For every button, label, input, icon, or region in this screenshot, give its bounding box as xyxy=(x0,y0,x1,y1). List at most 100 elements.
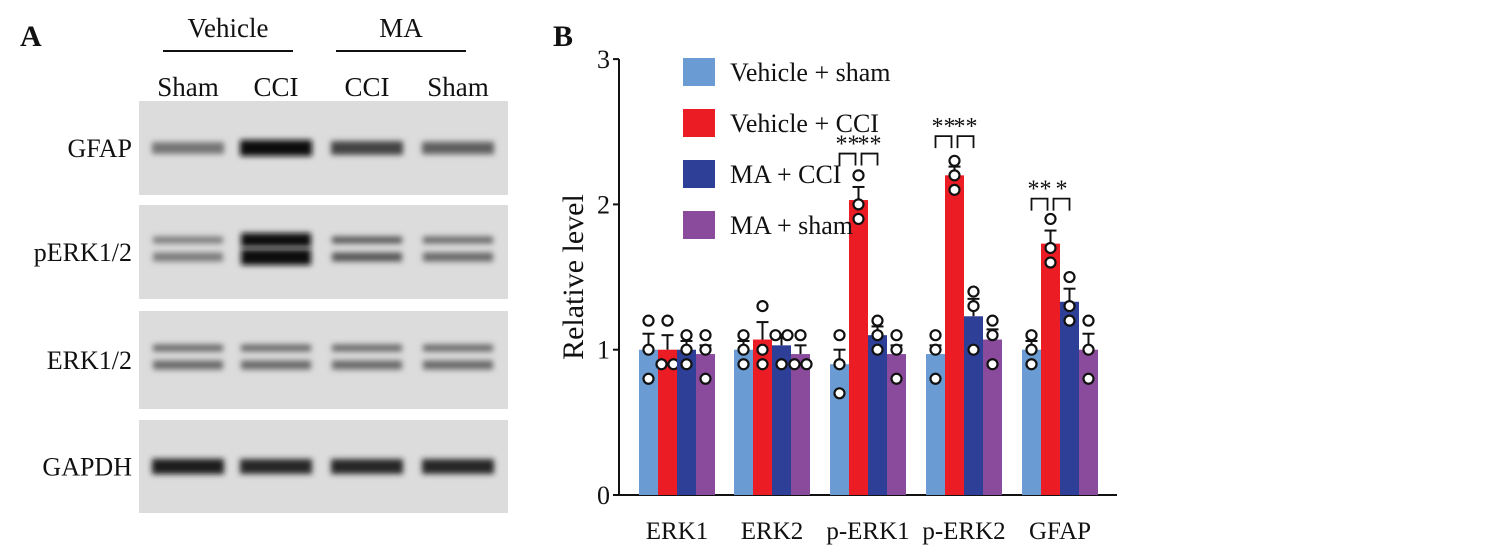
data-point xyxy=(737,358,750,371)
blot-band xyxy=(241,233,311,247)
bar xyxy=(1041,243,1060,495)
x-tick-label: GFAP xyxy=(1029,518,1091,545)
lane-label: CCI xyxy=(344,72,389,102)
data-point xyxy=(781,329,794,342)
bar xyxy=(639,349,658,495)
data-point xyxy=(890,343,903,356)
data-point xyxy=(680,358,693,371)
blot-band xyxy=(423,360,493,370)
y-tick-label: 2 xyxy=(597,190,610,219)
bar xyxy=(772,345,791,495)
data-point xyxy=(929,329,942,342)
data-point xyxy=(680,329,693,342)
data-point xyxy=(1063,270,1076,284)
blot-band xyxy=(423,236,493,244)
data-point xyxy=(1025,343,1038,356)
data-point xyxy=(986,329,999,342)
data-point xyxy=(890,329,903,342)
data-point xyxy=(967,300,980,313)
data-point xyxy=(833,329,846,342)
western-blot-panel: A Vehicle Sham CCI MA CCI Sham GFAP pERK1/2 ERK1/… xyxy=(20,13,508,513)
bar xyxy=(964,316,983,495)
data-point xyxy=(1044,256,1057,269)
group-label: Vehicle xyxy=(188,13,269,43)
data-point xyxy=(948,154,961,167)
data-point xyxy=(833,387,846,400)
legend-label: MA + CCI xyxy=(730,160,841,189)
data-point xyxy=(948,183,961,196)
significance-bracket xyxy=(956,135,975,149)
data-point xyxy=(1082,372,1095,385)
blot-band xyxy=(153,252,223,262)
bar xyxy=(734,349,753,495)
data-point xyxy=(788,358,801,371)
blot-label: pERK1/2 xyxy=(34,238,132,267)
blot-band xyxy=(422,459,494,474)
blot-band xyxy=(331,459,403,474)
data-point xyxy=(929,343,942,356)
data-point xyxy=(775,358,788,371)
significance-label: ** xyxy=(932,114,956,140)
blot-band xyxy=(153,360,223,370)
data-point xyxy=(986,358,999,371)
x-tick-label: ERK1 xyxy=(646,518,709,545)
data-point xyxy=(871,314,884,327)
blot-band xyxy=(240,459,312,474)
significance-bracket xyxy=(1052,197,1071,211)
data-point xyxy=(737,329,750,342)
blot-band xyxy=(241,360,311,370)
legend-label: Vehicle + CCI xyxy=(730,109,879,138)
data-point xyxy=(756,343,769,356)
legend-swatch xyxy=(683,109,715,137)
bar xyxy=(983,339,1002,495)
lane-label: CCI xyxy=(253,72,298,102)
significance-bracket xyxy=(838,152,857,166)
bar xyxy=(696,354,715,495)
bar xyxy=(1022,349,1041,495)
data-point xyxy=(1063,314,1076,327)
bar xyxy=(1060,301,1079,495)
blot-band xyxy=(153,344,223,352)
significance-bracket xyxy=(860,152,879,166)
bar xyxy=(830,364,849,495)
blot-band xyxy=(241,344,311,352)
bar xyxy=(849,200,868,495)
data-point xyxy=(699,343,712,356)
data-point xyxy=(986,314,999,327)
blot-band xyxy=(331,141,403,155)
legend-label: Vehicle + sham xyxy=(730,58,891,87)
y-tick-label: 3 xyxy=(597,45,610,74)
significance-label: * xyxy=(1056,177,1068,203)
group-label: MA xyxy=(379,13,423,43)
data-point xyxy=(1025,329,1038,342)
bar xyxy=(945,175,964,495)
bar xyxy=(658,349,677,495)
significance-label: ** xyxy=(954,114,978,140)
blot-band xyxy=(332,360,402,370)
data-point xyxy=(852,169,865,182)
data-point xyxy=(756,358,769,371)
data-point xyxy=(642,314,655,327)
y-tick-label: 0 xyxy=(597,481,610,510)
x-tick-label: ERK2 xyxy=(741,518,804,545)
data-point xyxy=(1082,314,1095,327)
legend-swatch xyxy=(683,160,715,188)
data-point xyxy=(948,169,961,182)
blot-band xyxy=(332,344,402,352)
bar xyxy=(677,349,696,495)
blot-band xyxy=(423,344,493,352)
data-point xyxy=(871,329,884,342)
significance-label: ** xyxy=(858,132,882,158)
lane-label: Sham xyxy=(427,72,489,102)
bar xyxy=(791,354,810,495)
data-point xyxy=(890,372,903,385)
data-point xyxy=(756,300,769,313)
significance-bracket xyxy=(934,135,953,149)
data-point xyxy=(833,358,846,371)
panel-label-b: B xyxy=(553,20,573,53)
x-tick-label: p-ERK1 xyxy=(826,518,909,545)
data-point xyxy=(1025,358,1038,371)
blot-label: ERK1/2 xyxy=(47,346,132,375)
bar xyxy=(753,339,772,495)
blot-band xyxy=(332,252,402,262)
